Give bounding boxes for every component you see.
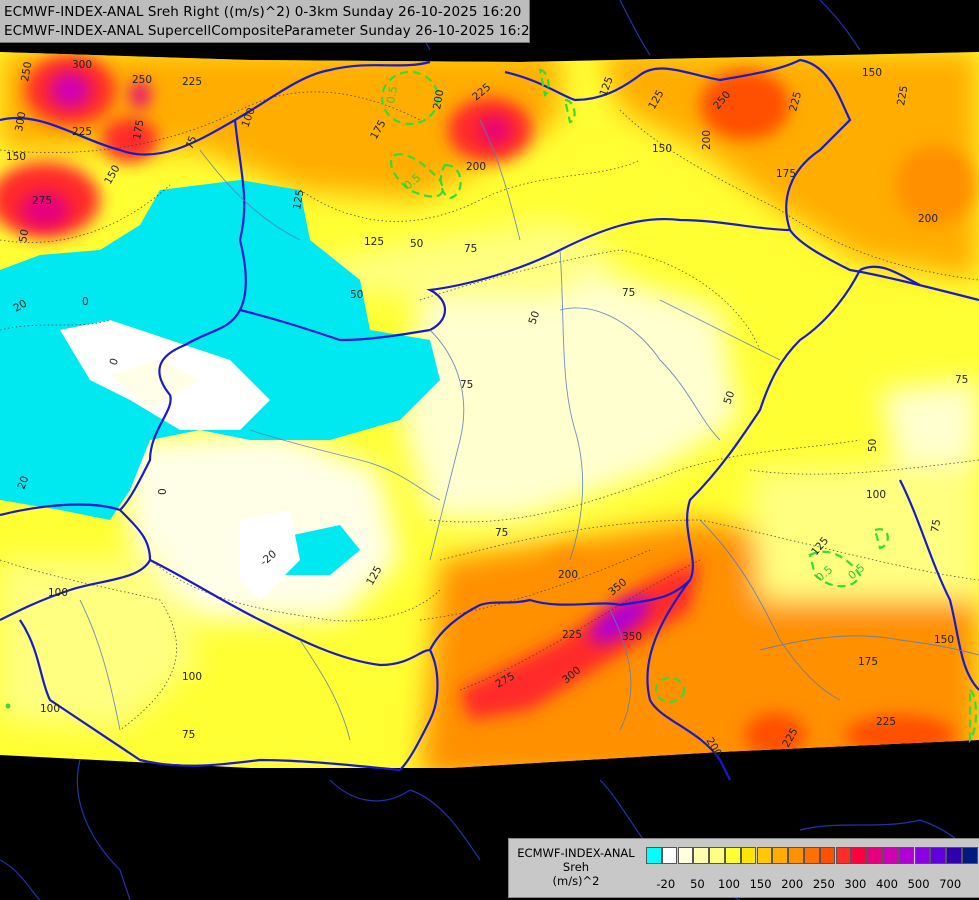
contour-label: 75 (622, 287, 635, 299)
contour-label: 100 (48, 587, 68, 599)
legend-swatch (725, 847, 741, 864)
legend-swatch (962, 847, 978, 864)
contour-label: 225 (72, 126, 92, 138)
contour-label: 50 (410, 238, 423, 250)
country-borders (0, 58, 979, 781)
contour-label: 20 (12, 298, 30, 315)
legend-swatch (788, 847, 804, 864)
contour-label: 125 (291, 189, 306, 211)
contour-label: 125 (364, 236, 384, 248)
contour-label: 75 (182, 729, 195, 741)
legend-swatch (914, 847, 931, 864)
contour-label: 20 (16, 474, 32, 491)
legend-tick-label: 50 (690, 877, 705, 891)
legend-swatch (946, 847, 962, 864)
legend-tick-label: 400 (876, 877, 898, 891)
contour-label: 100 (40, 703, 60, 715)
contour-label: 275 (32, 195, 52, 207)
contour-label: 200 (431, 89, 446, 111)
contour-label: 150 (652, 143, 672, 155)
contour-label: 250 (19, 61, 34, 83)
contour-label: 250 (132, 74, 152, 86)
legend-swatch (930, 847, 946, 864)
contour-label: 175 (776, 168, 796, 180)
contour-label: 300 (72, 59, 92, 71)
legend-tick-label: 700 (939, 877, 962, 891)
contour-label: 200 (918, 213, 938, 225)
contour-label: 0 (82, 296, 89, 308)
title-box: ECMWF-INDEX-ANAL Sreh Right ((m/s)^2) 0-… (0, 0, 538, 43)
contour-label: 350 (622, 631, 642, 643)
contour-label: 225 (895, 85, 910, 107)
contour-label: 50 (527, 309, 543, 326)
legend-swatch (646, 847, 662, 864)
legend-swatch (804, 847, 820, 864)
contour-label: 75 (955, 374, 968, 386)
contour-label: 225 (182, 76, 202, 88)
legend-tick-label: 300 (844, 877, 867, 891)
contour-label: 150 (6, 151, 26, 163)
legend-tick-label: 500 (907, 877, 930, 891)
contour-label: 75 (929, 518, 943, 533)
title-line-2: ECMWF-INDEX-ANAL SupercellCompositeParam… (4, 23, 539, 39)
contour-label: 0 (108, 357, 122, 367)
contour-label: 100 (866, 489, 886, 501)
contour-label: 225 (562, 629, 582, 641)
contour-label: 75 (464, 243, 477, 255)
contour-label: 50 (350, 289, 363, 301)
contour-label: 50 (867, 439, 879, 452)
legend-title-line: (m/s)^2 (552, 874, 600, 888)
legend-swatch (851, 847, 867, 864)
legend-title-line: Sreh (562, 860, 590, 874)
legend-swatch (677, 847, 694, 864)
contour-label: 75 (495, 527, 508, 539)
contour-label: 200 (466, 161, 486, 173)
contour-label: 75 (460, 379, 473, 391)
contour-lines (0, 91, 979, 731)
legend-title-line: ECMWF-INDEX-ANAL (517, 846, 635, 860)
legend-tick-label: -20 (656, 877, 676, 891)
color-legend: ECMWF-INDEX-ANAL Sreh (m/s)^2 -20 50 100 15… (508, 838, 979, 898)
rivers (79, 119, 979, 741)
legend-swatch (661, 847, 678, 864)
legend-tick-label: 100 (718, 877, 740, 891)
sreh-field (0, 52, 979, 768)
legend-tick-label: 150 (749, 877, 772, 891)
legend-title: ECMWF-INDEX-ANAL Sreh (m/s)^2 (509, 846, 643, 888)
legend-swatch (693, 847, 709, 864)
legend-swatch (883, 847, 899, 864)
contour-label: 150 (934, 634, 954, 646)
contour-label: 0 (157, 488, 169, 495)
legend-swatch (709, 847, 725, 864)
legend-swatch (819, 847, 836, 864)
contour-label: 225 (787, 90, 804, 112)
legend-swatch (740, 847, 757, 864)
title-line-1: ECMWF-INDEX-ANAL Sreh Right ((m/s)^2) 0-… (4, 4, 522, 20)
legend-swatch (898, 847, 915, 864)
legend-swatch (835, 847, 852, 864)
scp-contours (380, 68, 978, 744)
scp-label: 0.5 (384, 85, 400, 104)
legend-swatch (772, 847, 788, 864)
contour-label: 225 (876, 716, 896, 728)
contour-label: 75 (184, 134, 200, 151)
contour-label: 200 (701, 130, 713, 150)
contour-label: 300 (13, 111, 28, 133)
contour-label: 100 (182, 671, 202, 683)
contour-label: 50 (722, 389, 738, 406)
contour-label: 200 (558, 569, 578, 581)
contour-label: 175 (131, 119, 146, 141)
contour-label: 175 (858, 656, 878, 668)
contour-label: 150 (862, 67, 882, 79)
contour-label: 50 (17, 228, 31, 243)
legend-swatch (867, 847, 883, 864)
legend-tick-label: 250 (812, 877, 835, 891)
legend-swatch (756, 847, 773, 864)
legend-tick-label: 200 (781, 877, 804, 891)
negative-helicity-area (0, 180, 440, 520)
